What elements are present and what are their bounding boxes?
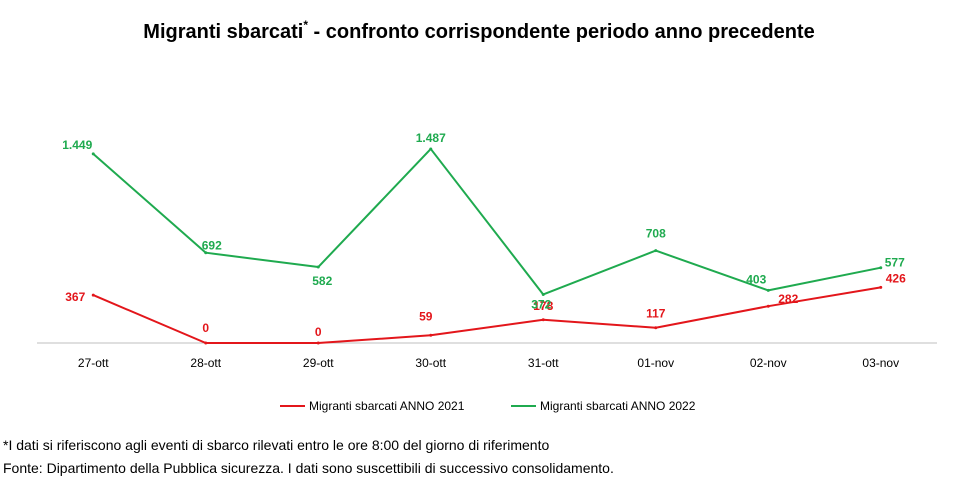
x-tick-label: 28-ott [190,356,221,370]
x-tick-label: 02-nov [750,356,787,370]
data-label: 403 [746,272,766,286]
footnote-asterisk: *I dati si riferiscono agli eventi di sb… [3,437,550,453]
data-point [654,326,658,330]
data-label: 0 [315,325,322,339]
data-label: 282 [778,292,798,306]
data-point [204,341,208,345]
data-point [91,293,95,297]
data-label: 426 [886,271,906,285]
legend-label: Migranti sbarcati ANNO 2021 [309,399,465,413]
data-point [91,152,95,156]
data-point [429,333,433,337]
data-label: 1.487 [416,131,446,145]
line-chart: 27-ott 28-ott 29-ott 30-ott 31-ott 01-nov 02-n… [37,131,937,413]
footnote-source: Fonte: Dipartimento della Pubblica sicur… [3,460,614,476]
data-label: 178 [533,299,553,313]
x-tick-label: 29-ott [303,356,334,370]
chart-title-main: Migranti sbarcati [143,21,304,43]
data-label: 367 [65,290,85,304]
data-point [429,147,433,151]
data-label: 117 [646,307,666,321]
series-line-2 [92,147,881,296]
data-point [204,251,208,255]
series-line-1 [92,286,881,344]
legend-label: Migranti sbarcati ANNO 2022 [540,399,696,413]
x-tick-label: 27-ott [78,356,109,370]
data-point [879,266,883,270]
x-tick-label: 30-ott [415,356,446,370]
data-point [316,341,320,345]
data-point [766,304,770,308]
chart-title: Migranti sbarcati* - confronto corrispon… [0,18,958,44]
data-label: 708 [646,227,666,241]
data-label: 582 [312,274,332,288]
data-label: 577 [885,256,905,270]
data-point [879,285,883,289]
data-label: 1.449 [62,138,92,152]
x-tick-label: 03-nov [862,356,899,370]
data-point [766,288,770,292]
x-tick-label: 31-ott [528,356,559,370]
data-label: 59 [419,309,433,323]
x-tick-label: 01-nov [637,356,674,370]
data-point [316,265,320,269]
data-label: 372 [531,297,551,311]
chart-title-rest: - confronto corrispondente periodo anno … [308,21,815,43]
data-label: 692 [202,239,222,253]
data-label: 0 [202,321,209,335]
data-point [541,292,545,296]
title-asterisk: * [303,18,308,32]
data-point [541,318,545,322]
data-point [654,249,658,253]
